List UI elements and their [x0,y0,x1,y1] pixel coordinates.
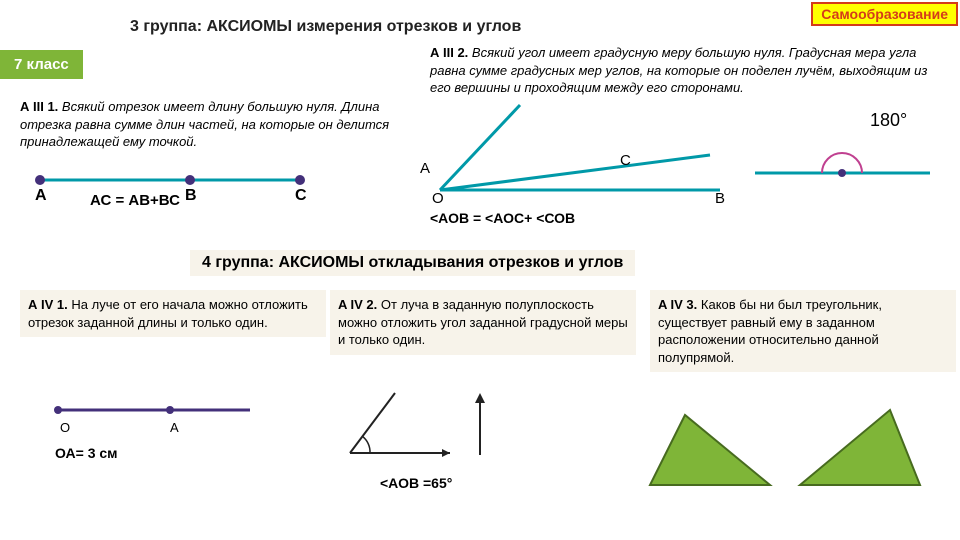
axiom-iv-2-body: От луча в заданную полуплоскость можно о… [338,297,628,347]
group4-title: 4 группа: АКСИОМЫ откладывания отрезков … [190,250,635,276]
group3-title: 3 группа: АКСИОМЫ измерения отрезков и у… [130,18,521,36]
pt-A: А [35,187,47,204]
halfline-diagram [750,128,930,188]
self-education-badge: Самообразование [811,2,958,26]
axiom-iv-2: A IV 2. От луча в заданную полуплоскость… [330,290,636,355]
ray-formula: ОА= 3 см [55,445,118,461]
axiom-iii-1-body: Всякий отрезок имеет длину большую нуля.… [20,99,389,149]
axiom-iii-1: А III 1. Всякий отрезок имеет длину боль… [20,98,400,151]
ray-diagram [50,400,250,420]
angle-formula: <АОВ = <АОС+ <СОВ [430,210,575,226]
angle-diagram: А О С В [420,95,740,205]
segment-diagram: А В С [30,160,330,220]
pt-C: С [295,187,307,204]
ray-label-A: А [170,420,179,435]
class-badge: 7 класс [0,50,83,79]
axiom-iii-2-head: А III 2. [430,45,468,60]
axiom-iv-3: A IV 3. Каков бы ни был треугольник, сущ… [650,290,956,372]
axiom-iv-3-head: A IV 3. [658,297,697,312]
axiom-iv-1-head: А IV 1. [28,297,68,312]
axiom-iii-2: А III 2. Всякий угол имеет градусную мер… [430,44,940,97]
lbl-O: О [432,190,444,205]
lbl-C: С [620,152,631,169]
angle65-formula: <АОВ =65° [380,475,452,491]
segment-formula: АС = АВ+ВС [90,192,180,209]
axiom-iv-2-head: A IV 2. [338,297,377,312]
axiom-iv-1-body: На луче от его начала можно отложить отр… [28,297,308,330]
lbl-B: В [715,190,725,205]
ray-label-O: О [60,420,70,435]
axiom-iii-1-head: А III 1. [20,99,58,114]
axiom-iv-1: А IV 1. На луче от его начала можно отло… [20,290,326,337]
arrow-up-icon [470,390,490,460]
angle65-diagram [340,388,460,468]
label-180: 180° [870,110,907,131]
triangles-diagram [640,390,940,500]
pt-B: В [185,187,197,204]
lbl-A: А [420,160,430,177]
axiom-iii-2-body: Всякий угол имеет градусную меру большую… [430,45,927,95]
